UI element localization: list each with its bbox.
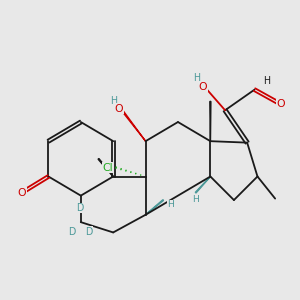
- Text: H: H: [167, 200, 174, 209]
- Text: H: H: [193, 73, 200, 83]
- Polygon shape: [146, 200, 164, 215]
- Polygon shape: [122, 110, 146, 141]
- Text: H: H: [110, 96, 117, 106]
- Text: D: D: [76, 203, 83, 213]
- Text: Cl: Cl: [103, 163, 113, 173]
- Polygon shape: [98, 158, 113, 177]
- Text: O: O: [18, 188, 26, 198]
- Text: H: H: [192, 195, 199, 204]
- Polygon shape: [195, 176, 210, 193]
- Text: O: O: [115, 104, 123, 114]
- Text: D: D: [68, 226, 75, 237]
- Polygon shape: [210, 101, 211, 141]
- Text: O: O: [277, 99, 285, 110]
- Text: D: D: [85, 226, 93, 237]
- Text: O: O: [199, 82, 207, 92]
- Text: H: H: [263, 76, 270, 86]
